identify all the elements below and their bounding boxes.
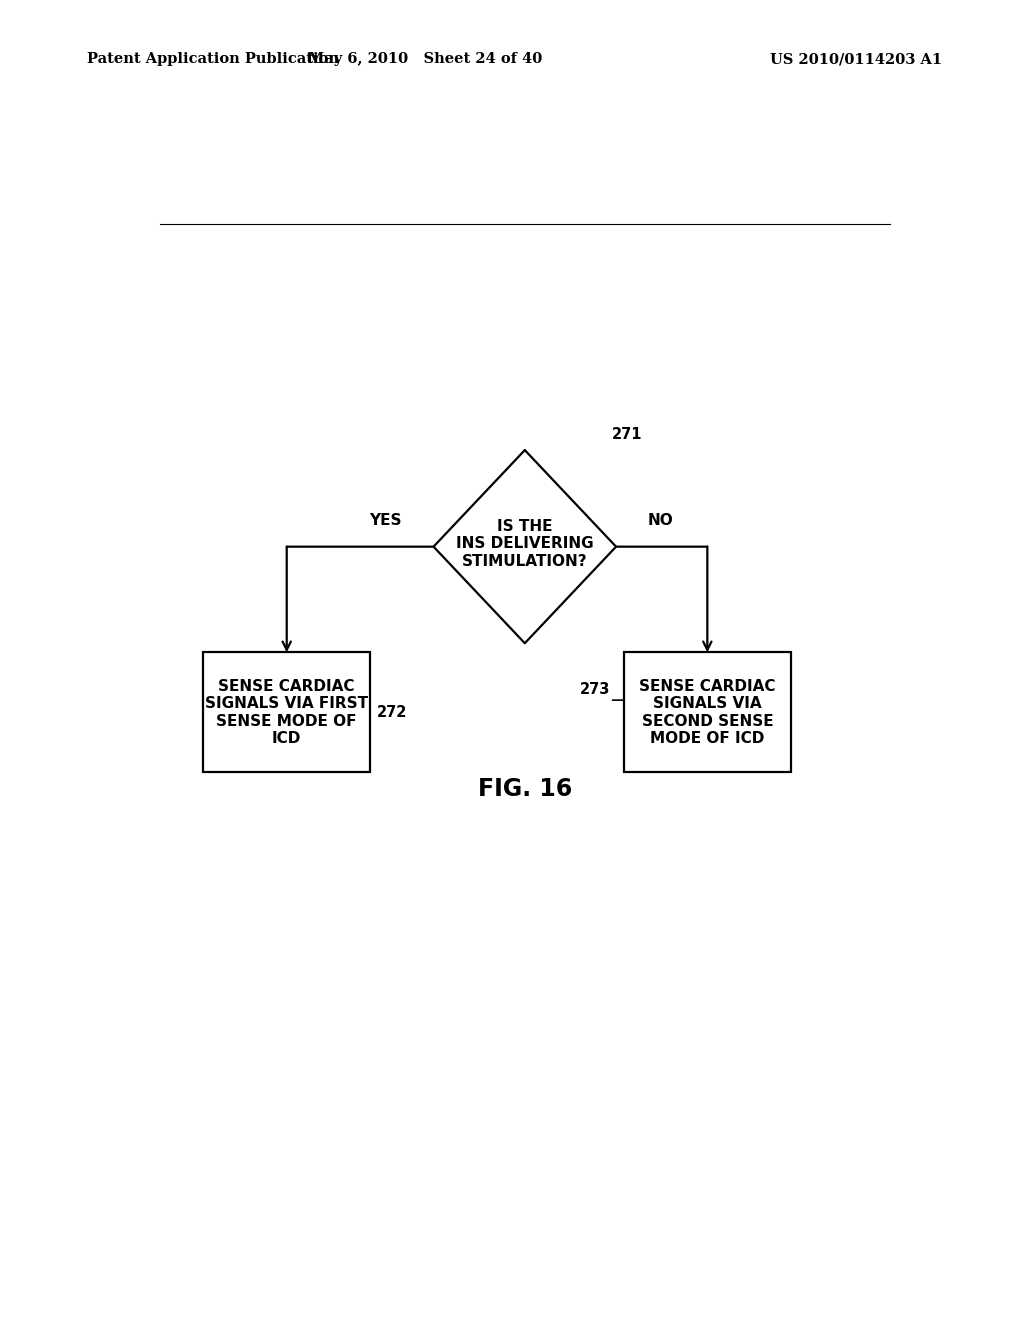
Text: 273: 273 xyxy=(581,682,610,697)
Text: 272: 272 xyxy=(377,705,407,719)
Text: SENSE CARDIAC
SIGNALS VIA FIRST
SENSE MODE OF
ICD: SENSE CARDIAC SIGNALS VIA FIRST SENSE MO… xyxy=(205,678,369,746)
Text: FIG. 16: FIG. 16 xyxy=(477,776,572,800)
Text: IS THE
INS DELIVERING
STIMULATION?: IS THE INS DELIVERING STIMULATION? xyxy=(456,519,594,569)
Text: Patent Application Publication: Patent Application Publication xyxy=(87,53,339,66)
Bar xyxy=(204,652,370,772)
Text: 271: 271 xyxy=(612,426,643,442)
Text: May 6, 2010   Sheet 24 of 40: May 6, 2010 Sheet 24 of 40 xyxy=(308,53,542,66)
Polygon shape xyxy=(433,450,616,643)
Text: US 2010/0114203 A1: US 2010/0114203 A1 xyxy=(770,53,942,66)
Text: SENSE CARDIAC
SIGNALS VIA
SECOND SENSE
MODE OF ICD: SENSE CARDIAC SIGNALS VIA SECOND SENSE M… xyxy=(639,678,775,746)
Text: YES: YES xyxy=(370,513,401,528)
Text: NO: NO xyxy=(648,513,674,528)
Bar xyxy=(624,652,791,772)
